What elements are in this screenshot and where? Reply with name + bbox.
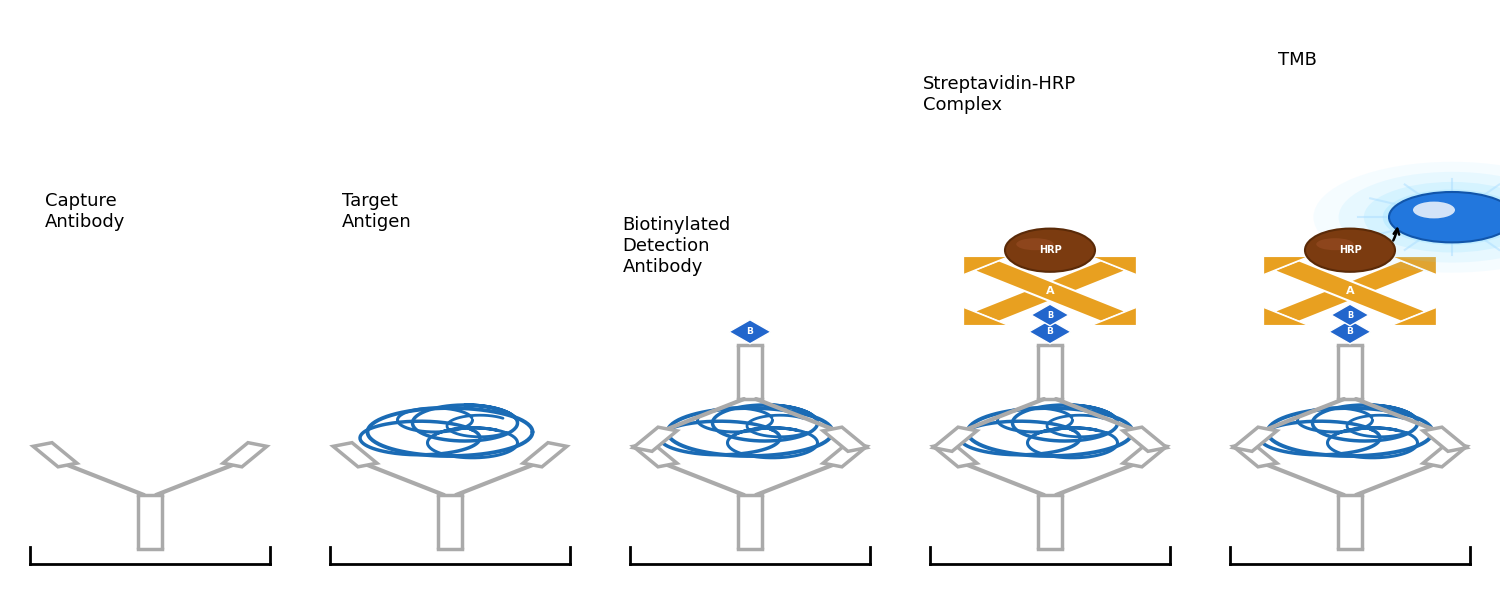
Polygon shape xyxy=(1274,260,1426,322)
Polygon shape xyxy=(963,256,1010,275)
Circle shape xyxy=(1383,190,1500,245)
Polygon shape xyxy=(1233,443,1276,467)
Circle shape xyxy=(1413,202,1455,218)
Polygon shape xyxy=(1030,304,1069,326)
Polygon shape xyxy=(633,427,676,451)
Polygon shape xyxy=(224,443,267,467)
Text: B: B xyxy=(1347,328,1353,336)
Text: Streptavidin-HRP
Complex: Streptavidin-HRP Complex xyxy=(922,75,1076,114)
Text: B: B xyxy=(1047,311,1053,320)
Polygon shape xyxy=(963,307,1010,326)
Text: HRP: HRP xyxy=(1038,245,1062,255)
Polygon shape xyxy=(1124,427,1167,451)
Polygon shape xyxy=(1330,304,1370,326)
Text: Capture
Antibody: Capture Antibody xyxy=(45,192,126,231)
Polygon shape xyxy=(824,427,867,451)
Polygon shape xyxy=(974,260,1126,322)
Ellipse shape xyxy=(1005,229,1095,272)
Text: Biotinylated
Detection
Antibody: Biotinylated Detection Antibody xyxy=(622,216,730,275)
Polygon shape xyxy=(974,260,1126,322)
Polygon shape xyxy=(1090,307,1137,326)
Circle shape xyxy=(1364,182,1500,253)
Text: Target
Antigen: Target Antigen xyxy=(342,192,411,231)
Polygon shape xyxy=(524,443,567,467)
Polygon shape xyxy=(633,443,676,467)
Polygon shape xyxy=(1274,260,1426,322)
Polygon shape xyxy=(1390,307,1437,326)
Ellipse shape xyxy=(1317,238,1353,250)
Polygon shape xyxy=(729,320,771,344)
Text: A: A xyxy=(1046,286,1054,296)
Text: HRP: HRP xyxy=(1338,245,1362,255)
Circle shape xyxy=(1389,192,1500,242)
Polygon shape xyxy=(1424,443,1467,467)
Polygon shape xyxy=(824,443,867,467)
Text: B: B xyxy=(747,328,753,336)
Circle shape xyxy=(1338,172,1500,263)
Polygon shape xyxy=(1029,320,1071,344)
Polygon shape xyxy=(1424,427,1467,451)
Polygon shape xyxy=(1263,307,1310,326)
Polygon shape xyxy=(1263,256,1310,275)
Text: A: A xyxy=(1346,286,1354,296)
Polygon shape xyxy=(1090,256,1137,275)
Polygon shape xyxy=(1124,443,1167,467)
Polygon shape xyxy=(1329,320,1371,344)
Polygon shape xyxy=(1390,256,1437,275)
Text: TMB: TMB xyxy=(1278,51,1317,69)
Text: B: B xyxy=(1347,311,1353,320)
Ellipse shape xyxy=(1305,229,1395,272)
Polygon shape xyxy=(933,427,976,451)
Polygon shape xyxy=(933,443,976,467)
Circle shape xyxy=(1314,162,1500,272)
Polygon shape xyxy=(1233,427,1276,451)
Polygon shape xyxy=(33,443,76,467)
Polygon shape xyxy=(333,443,376,467)
Text: B: B xyxy=(1047,328,1053,336)
Ellipse shape xyxy=(1017,238,1053,250)
